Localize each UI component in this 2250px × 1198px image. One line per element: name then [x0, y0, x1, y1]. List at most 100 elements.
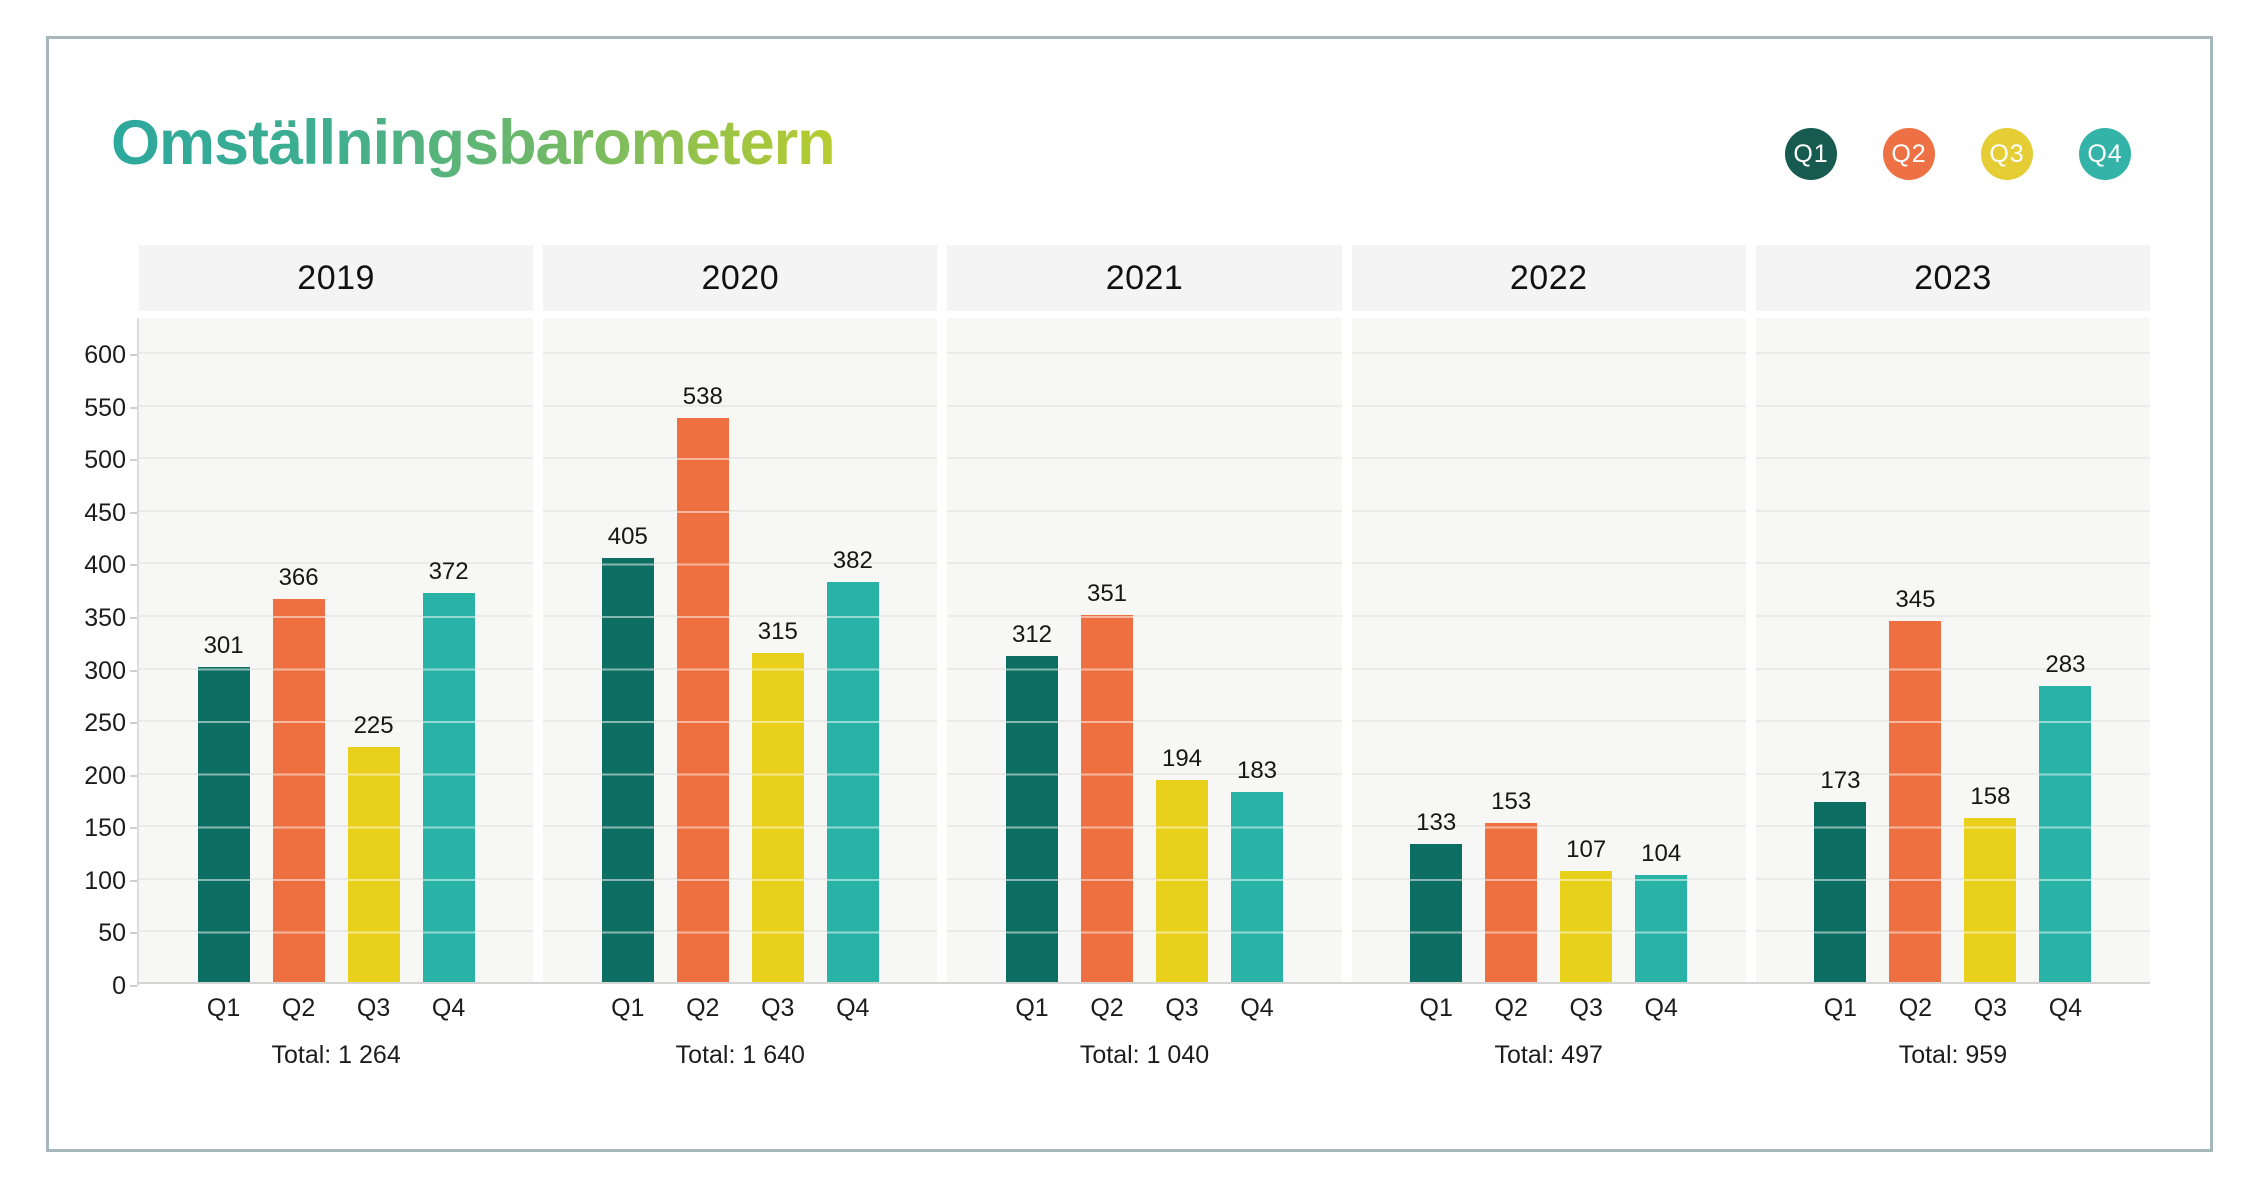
gridline — [1351, 509, 1746, 512]
x-category-label: Q4 — [1644, 994, 1678, 1022]
gridline — [543, 825, 938, 828]
bar-value-label: 173 — [1820, 767, 1861, 794]
bar-value-label: 158 — [1970, 783, 2011, 810]
gridline — [543, 772, 938, 775]
bar-value-label: 538 — [682, 383, 723, 410]
bar-2019-q1: 301 — [197, 632, 250, 984]
x-category-label: Q2 — [1090, 994, 1124, 1022]
gridline — [947, 457, 1342, 460]
gridline — [1755, 562, 2151, 565]
bar-2021-q1: 312 — [1006, 621, 1058, 984]
y-axis-tick-mark — [130, 774, 137, 777]
bar-gridline-overlay — [1410, 844, 1463, 984]
x-category-label: Q4 — [836, 994, 870, 1022]
total-label: Total: 1 040 — [1079, 1041, 1210, 1069]
bar-2023-q3: 158 — [1964, 783, 2017, 984]
bar-value-label: 107 — [1566, 836, 1607, 863]
bar-gridline-overlay — [1006, 656, 1058, 984]
bar-gridline-overlay — [1081, 615, 1133, 984]
gridline — [139, 720, 534, 723]
gridline — [947, 352, 1342, 354]
bar-value-label: 366 — [278, 564, 319, 591]
year-panel-header: 2023 — [1755, 245, 2151, 311]
gridline — [1755, 509, 2151, 512]
y-axis-tick-label: 350 — [84, 603, 126, 632]
bar-gridline-overlay — [1231, 792, 1283, 984]
bar-2019-q4: 372 — [422, 558, 475, 984]
y-axis-tick-label: 400 — [84, 551, 126, 580]
year-panel-header: 2021 — [947, 245, 1342, 311]
gridline — [1755, 877, 2151, 880]
y-axis-tick-label: 150 — [84, 814, 126, 843]
x-category-label: Q1 — [1419, 994, 1453, 1022]
bar-group: 301 366 225 372 — [139, 318, 533, 984]
x-category-label: Q3 — [761, 994, 795, 1022]
x-category-label: Q3 — [1569, 994, 1603, 1022]
legend-badge-q4: Q4 — [2079, 128, 2131, 180]
x-axis-line — [137, 982, 2150, 984]
x-category-labels: Q1 Q2 Q3 Q4 — [1756, 994, 2150, 1023]
gridline — [543, 562, 938, 565]
x-category-label: Q1 — [611, 994, 645, 1022]
bar-2020-q3: 315 — [751, 618, 804, 984]
legend-badge-label: Q1 — [1793, 139, 1829, 168]
x-category-label: Q2 — [1898, 994, 1933, 1022]
bar-gridline-overlay — [1485, 823, 1538, 984]
y-axis-tick-mark — [130, 722, 137, 725]
gridline — [1351, 667, 1746, 670]
gridline — [139, 457, 534, 460]
bar-value-label: 301 — [203, 632, 244, 659]
y-axis-tick-label: 200 — [84, 761, 126, 790]
bar-2021-q2: 351 — [1081, 580, 1133, 984]
gridline — [1755, 667, 2151, 670]
year-panel-2022: 2022 133 153 107 104 Q1 Q2 Q3 Q4 Total: 497 — [1351, 245, 1746, 1070]
page-title: Omställningsbarometern — [111, 108, 836, 178]
y-axis-tick-label: 250 — [84, 709, 126, 738]
bar-value-label: 315 — [757, 618, 798, 645]
bar-gridline-overlay — [197, 667, 250, 984]
gridline — [1351, 720, 1746, 723]
bar-value-label: 382 — [832, 547, 873, 574]
bar-2019-q3: 225 — [347, 712, 400, 984]
bar-value-label: 104 — [1641, 840, 1682, 867]
bar-value-label: 153 — [1491, 788, 1532, 815]
gridline — [1755, 720, 2151, 723]
y-axis-tick-mark — [130, 406, 137, 409]
legend-badge-label: Q4 — [2087, 139, 2123, 168]
bar-2020-q1: 405 — [601, 523, 654, 984]
y-axis-tick-mark — [130, 459, 137, 462]
total-label: Total: 497 — [1494, 1041, 1603, 1069]
y-axis-tick-mark — [130, 564, 137, 567]
y-axis-tick-mark — [130, 511, 137, 514]
gridline — [543, 457, 938, 460]
bar-gridline-overlay — [1964, 818, 2017, 984]
gridline — [139, 509, 534, 512]
x-category-label: Q3 — [1165, 994, 1199, 1022]
legend-badge-label: Q3 — [1989, 139, 2025, 168]
x-category-labels: Q1 Q2 Q3 Q4 — [139, 994, 533, 1023]
x-category-label: Q1 — [206, 994, 241, 1022]
x-category-labels: Q1 Q2 Q3 Q4 — [947, 994, 1341, 1023]
legend-badge-q3: Q3 — [1981, 128, 2033, 180]
gridline — [543, 930, 938, 933]
gridline — [1755, 772, 2151, 775]
bar-gridline-overlay — [1814, 802, 1867, 984]
gridline — [139, 667, 534, 670]
slide-frame: Omställningsbarometern Q1 Q2 Q3 Q4 0 50 100 15… — [46, 36, 2213, 1152]
bar-2022-q3: 107 — [1560, 836, 1613, 984]
gridline — [139, 562, 534, 565]
gridline — [543, 352, 938, 354]
gridline — [1351, 562, 1746, 565]
y-axis-tick-label: 100 — [84, 866, 126, 895]
year-panel-header: 2020 — [543, 245, 938, 311]
year-panel-header: 2022 — [1351, 245, 1746, 311]
gridline — [947, 825, 1342, 828]
y-axis-tick-mark — [130, 669, 137, 672]
gridline — [1755, 930, 2151, 933]
gridline — [1755, 404, 2151, 407]
bar-value-label: 183 — [1236, 757, 1278, 784]
bar-gridline-overlay — [272, 599, 325, 984]
year-panel-header: 2019 — [139, 245, 534, 311]
bar-value-label: 312 — [1011, 621, 1053, 648]
y-axis-tick-mark — [130, 932, 137, 935]
